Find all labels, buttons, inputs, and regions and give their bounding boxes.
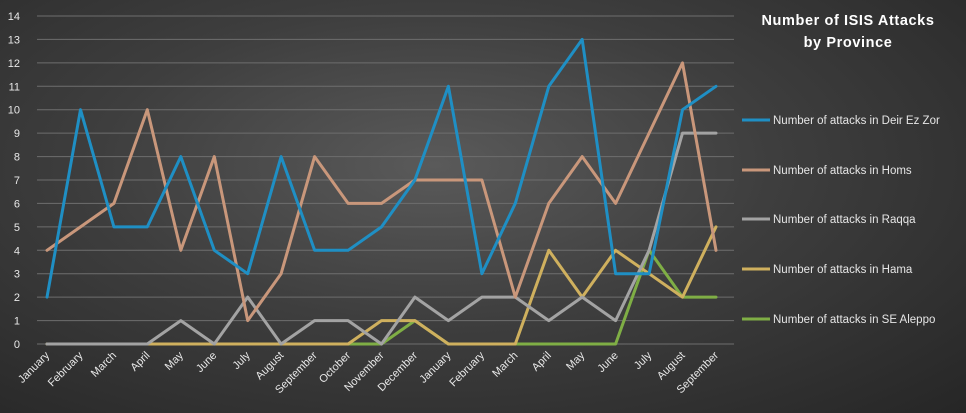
- y-tick-label: 6: [14, 198, 20, 210]
- y-tick-label: 1: [14, 316, 20, 328]
- series-line-1: [45, 61, 718, 323]
- x-tick-label: August: [655, 350, 688, 383]
- x-tick-label: May: [564, 349, 588, 373]
- y-tick-label: 12: [8, 58, 20, 70]
- y-tick-label: 10: [8, 105, 20, 117]
- y-tick-label: 4: [14, 245, 20, 257]
- y-tick-label: 3: [14, 269, 20, 281]
- x-tick-label: March: [89, 350, 119, 380]
- legend-label-3: Number of attacks in Hama: [773, 264, 913, 276]
- x-tick-label: June: [595, 350, 620, 375]
- chart-title-line-1: Number of ISIS Attacks: [761, 13, 934, 29]
- y-tick-label: 7: [14, 175, 20, 187]
- grid-lines: [37, 15, 734, 345]
- x-tick-label: April: [128, 350, 152, 374]
- y-tick-label: 8: [14, 152, 20, 164]
- x-tick-label: July: [632, 349, 655, 372]
- x-tick-label: May: [163, 349, 187, 373]
- x-tick-label: July: [231, 349, 254, 372]
- series-line-0: [45, 37, 718, 299]
- legend: Number of attacks in Deir Ez Zor Number o…: [742, 115, 940, 326]
- x-tick-label: June: [194, 350, 219, 375]
- y-tick-label: 14: [8, 11, 20, 23]
- x-tick-label: February: [447, 349, 487, 389]
- series-lines: [45, 37, 718, 346]
- y-tick-label: 0: [14, 339, 20, 351]
- series-line-3: [45, 225, 718, 346]
- series-line-2: [45, 131, 718, 346]
- y-tick-label: 5: [14, 222, 20, 234]
- legend-label-1: Number of attacks in Homs: [773, 165, 912, 177]
- x-tick-label: March: [490, 350, 520, 380]
- x-tick-label: February: [46, 349, 86, 389]
- legend-label-4: Number of attacks in SE Aleppo: [773, 314, 935, 326]
- y-tick-label: 9: [14, 128, 20, 140]
- y-tick-label: 2: [14, 292, 20, 304]
- y-tick-label: 11: [9, 81, 20, 93]
- chart-title: Number of ISIS Attacks by Province: [761, 13, 934, 51]
- y-tick-label: 13: [8, 34, 20, 46]
- chart-title-line-2: by Province: [804, 35, 893, 51]
- x-tick-label: August: [254, 350, 287, 383]
- legend-label-2: Number of attacks in Raqqa: [773, 214, 916, 226]
- x-tick-label: April: [530, 350, 554, 374]
- legend-label-0: Number of attacks in Deir Ez Zor: [773, 115, 940, 127]
